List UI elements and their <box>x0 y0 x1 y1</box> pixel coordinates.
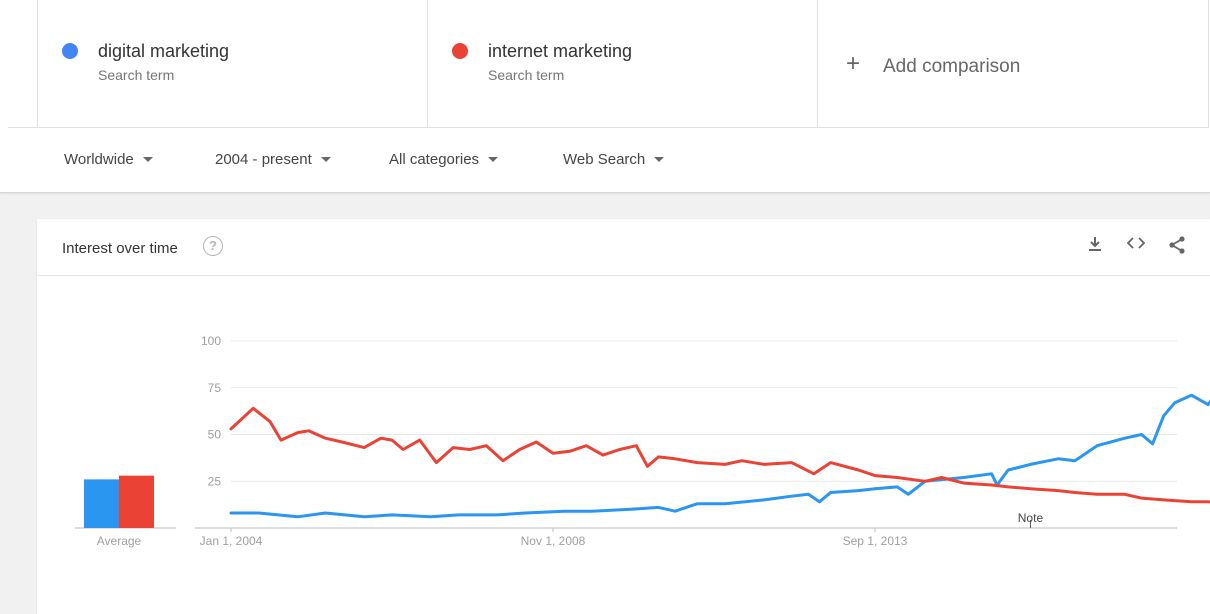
add-comparison-button[interactable]: + Add comparison <box>817 0 1209 128</box>
y-tick-label: 100 <box>201 334 221 348</box>
card-header: Interest over time ? <box>37 219 1210 276</box>
search-term-2[interactable]: internet marketing Search term <box>427 0 817 128</box>
x-tick-label: Sep 1, 2013 <box>843 534 908 548</box>
average-bar <box>119 475 154 528</box>
interest-chart: 25 50 75 100 Average Jan 1, 2004 Nov 1, 2008… <box>75 334 1210 548</box>
search-term-subtitle: Search term <box>98 67 175 83</box>
average-bar <box>84 479 119 528</box>
time-range-dropdown-label: 2004 - present <box>215 151 312 168</box>
download-icon-glyph <box>1089 237 1101 251</box>
add-comparison-label: Add comparison <box>883 56 1021 77</box>
filter-bar: Worldwide 2004 - present All categories … <box>0 130 1210 190</box>
search-type-dropdown-label: Web Search <box>563 151 646 168</box>
interest-over-time-card: Interest over time ? 25 50 75 100 Average <box>37 219 1210 614</box>
x-tick-label: Nov 1, 2008 <box>521 534 586 548</box>
top-panel: digital marketing Search term internet m… <box>0 0 1210 193</box>
card-title: Interest over time <box>62 240 178 257</box>
chevron-down-icon <box>142 156 153 162</box>
y-tick-label: 75 <box>208 381 222 395</box>
share-icon-glyph <box>1169 236 1185 254</box>
x-tick-label: Jan 1, 2004 <box>200 534 263 548</box>
series-line <box>229 393 1210 519</box>
share-icon[interactable] <box>1168 236 1186 259</box>
embed-icon[interactable] <box>1126 236 1146 255</box>
download-icon[interactable] <box>1088 236 1102 257</box>
search-term-subtitle: Search term <box>488 67 565 83</box>
y-tick-label: 50 <box>208 428 222 442</box>
chevron-down-icon <box>654 156 665 162</box>
plus-icon: + <box>846 50 861 77</box>
chevron-down-icon <box>320 156 331 162</box>
search-term-name: internet marketing <box>488 41 633 61</box>
region-dropdown-label: Worldwide <box>64 151 134 168</box>
series-line <box>229 406 1210 504</box>
chevron-down-icon <box>488 156 499 162</box>
category-dropdown-label: All categories <box>389 151 480 168</box>
y-tick-label: 25 <box>208 474 222 488</box>
time-range-dropdown[interactable]: 2004 - present <box>215 151 331 168</box>
embed-icon-glyph <box>1126 237 1146 249</box>
search-type-dropdown[interactable]: Web Search <box>563 151 665 168</box>
note-label: Note <box>1018 511 1044 525</box>
average-label: Average <box>97 534 142 548</box>
category-dropdown[interactable]: All categories <box>389 151 499 168</box>
search-term-name: digital marketing <box>98 41 230 61</box>
series-color-dot <box>452 43 468 59</box>
search-term-1[interactable]: digital marketing Search term <box>37 0 427 128</box>
series-color-dot <box>62 43 78 59</box>
region-dropdown[interactable]: Worldwide <box>64 151 153 168</box>
search-terms-bar: digital marketing Search term internet m… <box>8 0 1209 128</box>
help-icon[interactable]: ? <box>203 236 223 256</box>
